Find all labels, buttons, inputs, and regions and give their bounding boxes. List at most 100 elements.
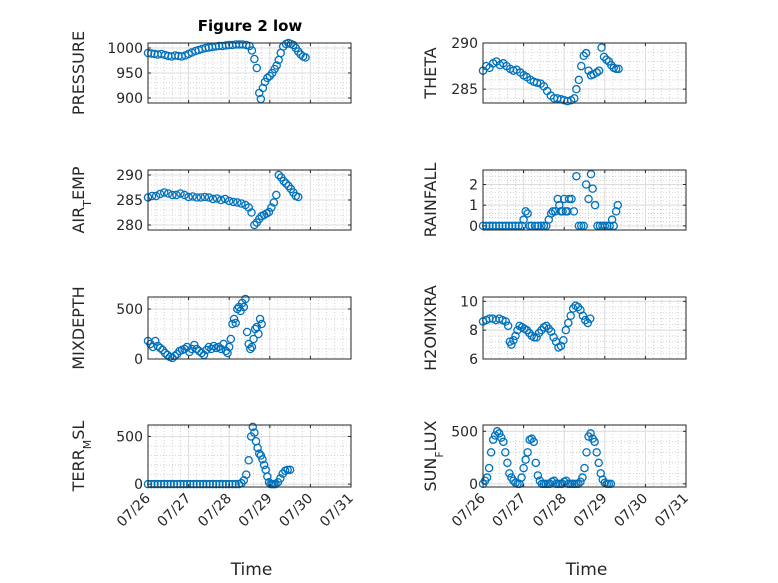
data-point — [170, 351, 180, 361]
data-point — [614, 64, 623, 74]
data-point — [511, 221, 520, 231]
data-point — [531, 458, 541, 468]
x-axis-label: Time — [230, 560, 273, 580]
data-point — [241, 294, 250, 304]
data-point — [594, 458, 603, 468]
data-point — [244, 456, 253, 465]
y-tick-label: 6 — [469, 352, 478, 368]
data-point — [239, 302, 249, 312]
axes-box — [147, 424, 352, 488]
y-axis-label: H2OMIXRA — [421, 285, 440, 371]
data-point — [264, 207, 274, 217]
data-point — [592, 448, 601, 457]
y-tick-label: 8 — [469, 323, 478, 339]
data-point — [494, 429, 504, 438]
data-point — [231, 40, 241, 49]
subplot-sun-flux: 07/26 07/27 07/28 07/29 07/30 07/31 0 500 SUNFLU… — [421, 420, 692, 580]
data-point — [590, 437, 599, 447]
data-point — [574, 75, 584, 85]
y-tick-label: 900 — [116, 91, 143, 107]
data-point — [172, 479, 182, 489]
data-point — [216, 344, 226, 354]
data-point — [283, 465, 292, 475]
data-point — [156, 479, 166, 489]
data-point — [242, 327, 252, 337]
ylabel-subscript: F — [433, 451, 446, 457]
y-tick-label: 500 — [116, 429, 143, 445]
data-point — [182, 479, 192, 489]
data-point — [205, 479, 214, 489]
data-point — [553, 194, 562, 204]
data-point — [189, 479, 198, 489]
data-point — [501, 317, 510, 326]
data-point — [211, 479, 221, 489]
data-point — [586, 169, 596, 179]
data-point — [208, 479, 218, 489]
data-point — [532, 78, 542, 87]
data-point — [561, 325, 571, 335]
data-point — [274, 170, 283, 180]
data-point — [584, 194, 593, 204]
data-point — [569, 207, 579, 216]
ylabel-part: AIR — [69, 207, 88, 234]
data-point — [564, 318, 573, 328]
data-point — [192, 193, 201, 202]
data-point — [185, 479, 195, 489]
data-point — [558, 207, 567, 216]
data-point — [247, 46, 257, 55]
subplot-mixdepth: 0 500 MIXDEPTH — [69, 286, 352, 370]
x-tick-label: 07/29 — [571, 491, 611, 531]
ylabel-subscript: T — [81, 200, 94, 208]
data-point — [511, 331, 520, 341]
data-point — [484, 463, 494, 473]
data-point — [259, 460, 269, 470]
data-point — [247, 208, 256, 217]
data-point — [590, 200, 600, 210]
axes-background — [483, 297, 686, 359]
y-tick-label: 2 — [469, 177, 478, 193]
data-point — [229, 314, 239, 324]
y-tick-label: 285 — [451, 82, 478, 98]
data-point — [204, 193, 214, 202]
data-point — [559, 336, 568, 345]
data-point — [586, 429, 595, 438]
data-point — [249, 334, 258, 344]
data-point — [609, 221, 618, 231]
ylabel-part: LUX — [421, 420, 440, 451]
data-point — [581, 48, 591, 58]
subplot-rainfall: 0 1 2 RAINFALL — [421, 163, 687, 237]
data-point — [588, 184, 597, 193]
subplot-air-temp: 280 285 290 AIRTEMP — [69, 166, 352, 234]
data-point — [285, 465, 295, 475]
data-point — [582, 448, 591, 457]
data-point — [578, 311, 588, 320]
data-point — [563, 207, 572, 216]
data-point — [229, 197, 238, 207]
data-point — [220, 194, 230, 204]
data-point — [226, 334, 236, 344]
data-point — [272, 190, 281, 200]
data-point — [247, 342, 257, 352]
y-tick-label: 1 — [469, 198, 478, 214]
subplot-theta: 285 290 THETA — [421, 36, 687, 106]
data-point — [607, 215, 617, 224]
y-tick-label: 500 — [451, 424, 478, 440]
x-tick-label: 07/30 — [611, 491, 651, 531]
axes-box — [482, 169, 687, 231]
data-point — [155, 189, 165, 199]
data-point — [293, 192, 303, 202]
data-point — [537, 221, 546, 231]
data-point — [507, 221, 517, 231]
data-point — [269, 198, 279, 207]
data-point — [224, 196, 234, 206]
data-point — [497, 433, 506, 442]
data-point — [599, 52, 609, 62]
y-tick-label: 950 — [116, 66, 143, 82]
data-point — [245, 41, 254, 51]
data-point — [168, 190, 177, 200]
data-point — [155, 343, 165, 353]
data-point — [611, 64, 621, 74]
data-point — [523, 448, 532, 457]
x-tick-label: 07/26 — [114, 490, 154, 530]
data-point — [209, 341, 219, 351]
